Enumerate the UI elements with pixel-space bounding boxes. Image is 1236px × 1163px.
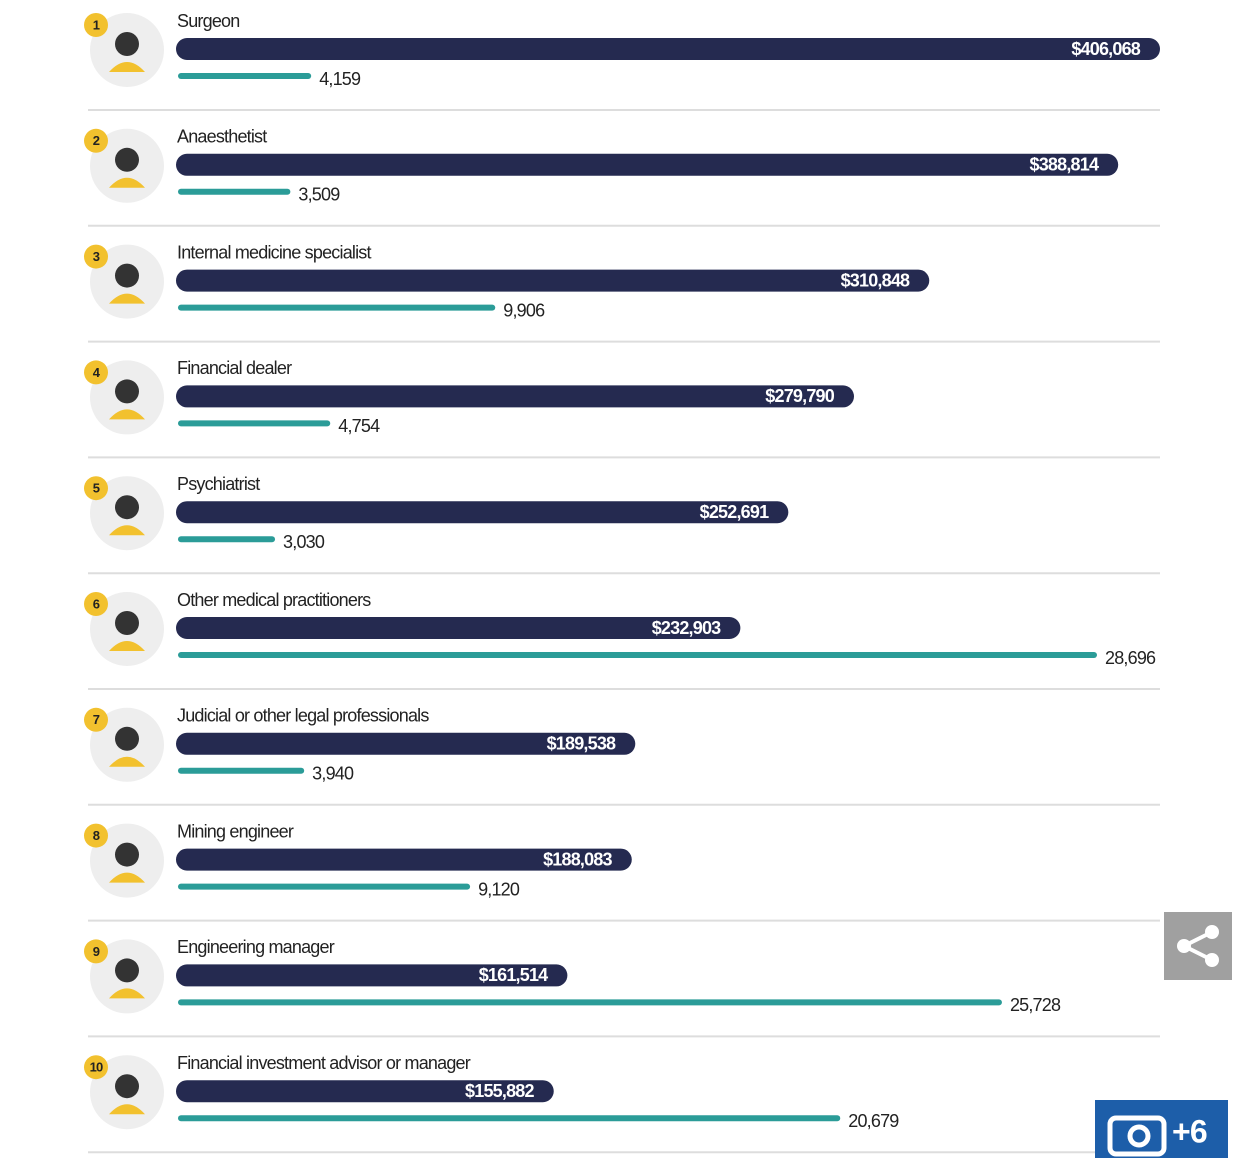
camera-icon — [1107, 1115, 1167, 1157]
icon-body — [109, 409, 145, 420]
icon-body — [109, 872, 145, 883]
employed-label: 9,906 — [503, 300, 545, 320]
icon-body — [109, 988, 145, 999]
rank-badge — [84, 244, 108, 269]
salary-label: $406,068 — [1071, 39, 1140, 59]
employed-bar — [178, 73, 312, 79]
icon-head — [115, 726, 139, 751]
gallery-button[interactable]: +6 — [1095, 1100, 1228, 1158]
share-bg — [1164, 912, 1232, 980]
rank-label: 9 — [93, 944, 100, 959]
icon-head — [115, 147, 139, 172]
employed-bar — [178, 536, 276, 543]
icon-body — [109, 525, 145, 536]
salary-label: $310,848 — [841, 270, 910, 290]
rank-badge — [84, 707, 108, 732]
salary-bar — [176, 501, 789, 524]
salary-label: $279,790 — [765, 386, 834, 406]
employed-bar — [178, 188, 291, 195]
salary-bar — [176, 153, 1119, 176]
salary-bar — [176, 1080, 554, 1103]
salary-label: $232,903 — [652, 618, 721, 638]
employed-label: 3,509 — [298, 185, 340, 205]
employed-label: 4,754 — [338, 416, 380, 436]
salary-bar — [176, 38, 1160, 60]
salary-bar — [176, 269, 930, 292]
employed-bar — [178, 652, 1097, 658]
salary-label: $189,538 — [547, 734, 616, 754]
rank-badge — [84, 823, 108, 848]
rank-label: 4 — [93, 365, 101, 380]
icon-body — [109, 1104, 145, 1115]
gallery-count: +6 — [1172, 1113, 1207, 1149]
share-icon — [1179, 930, 1213, 962]
occupation-label: Mining engineer — [177, 821, 294, 841]
icon-head — [115, 32, 139, 56]
camera-icon — [1127, 1124, 1151, 1148]
salary-bar — [176, 964, 568, 987]
rank-label: 8 — [93, 828, 100, 843]
occupation-label: Surgeon — [177, 11, 239, 31]
employed-label: 3,940 — [312, 764, 354, 784]
icon-body — [109, 62, 145, 72]
rank-badge — [84, 592, 108, 616]
employed-bar — [178, 883, 471, 890]
employed-label: 4,159 — [319, 69, 361, 89]
rank-label: 7 — [93, 712, 100, 727]
salary-bar — [176, 385, 854, 408]
employed-label: 25,728 — [1010, 995, 1061, 1015]
share-button[interactable] — [1164, 912, 1232, 980]
salary-label: $161,514 — [479, 965, 548, 985]
rank-label: 10 — [90, 1060, 103, 1075]
rank-label: 2 — [93, 133, 100, 148]
icon-head — [115, 1074, 139, 1099]
salary-bar — [176, 848, 632, 871]
occupation-label: Internal medicine specialist — [177, 242, 372, 262]
salary-bar — [176, 617, 741, 639]
rank-badge — [84, 939, 108, 964]
icon-body — [109, 641, 145, 651]
icon-head — [115, 379, 139, 404]
occupation-label: Psychiatrist — [177, 474, 260, 494]
occupation-label: Anaesthetist — [177, 127, 267, 147]
rank-badge — [84, 128, 108, 153]
rank-label: 1 — [93, 17, 100, 32]
rank-badge — [84, 13, 108, 37]
rank-label: 3 — [93, 249, 100, 264]
salary-bar — [176, 732, 636, 755]
employed-label: 3,030 — [283, 532, 325, 552]
salary-label: $252,691 — [700, 502, 769, 522]
employed-bar — [178, 1115, 841, 1122]
employed-label: 20,679 — [848, 1111, 899, 1131]
icon-head — [115, 958, 139, 983]
occupation-label: Engineering manager — [177, 937, 335, 957]
icon-body — [109, 293, 145, 304]
salary-label: $155,882 — [465, 1081, 534, 1101]
salary-label: $188,083 — [543, 849, 612, 869]
rows: 1 Surgeon $406,068 4,159 2 Anaesthetist $388,8… — [84, 11, 1160, 1154]
employed-bar — [178, 420, 331, 427]
occupation-label: Judicial or other legal professionals — [177, 706, 429, 726]
employed-label: 9,120 — [478, 879, 520, 899]
occupation-label: Financial dealer — [177, 358, 292, 378]
employed-bar — [178, 767, 305, 774]
rank-label: 5 — [93, 481, 100, 496]
icon-body — [109, 177, 145, 188]
rank-badge — [84, 1055, 108, 1080]
rank-badge — [84, 476, 108, 501]
icon-head — [115, 263, 139, 288]
icon-head — [115, 842, 139, 867]
icon-body — [109, 756, 145, 767]
occupation-label: Financial investment advisor or manager — [177, 1053, 471, 1073]
employed-bar — [178, 304, 496, 311]
salary-label: $388,814 — [1030, 155, 1099, 175]
occupation-label: Other medical practitioners — [177, 590, 371, 610]
employed-label: 28,696 — [1105, 648, 1156, 668]
rank-label: 6 — [93, 596, 100, 611]
rank-badge — [84, 360, 108, 385]
icon-head — [115, 495, 139, 520]
employed-bar — [178, 999, 1002, 1006]
icon-head — [115, 611, 139, 635]
